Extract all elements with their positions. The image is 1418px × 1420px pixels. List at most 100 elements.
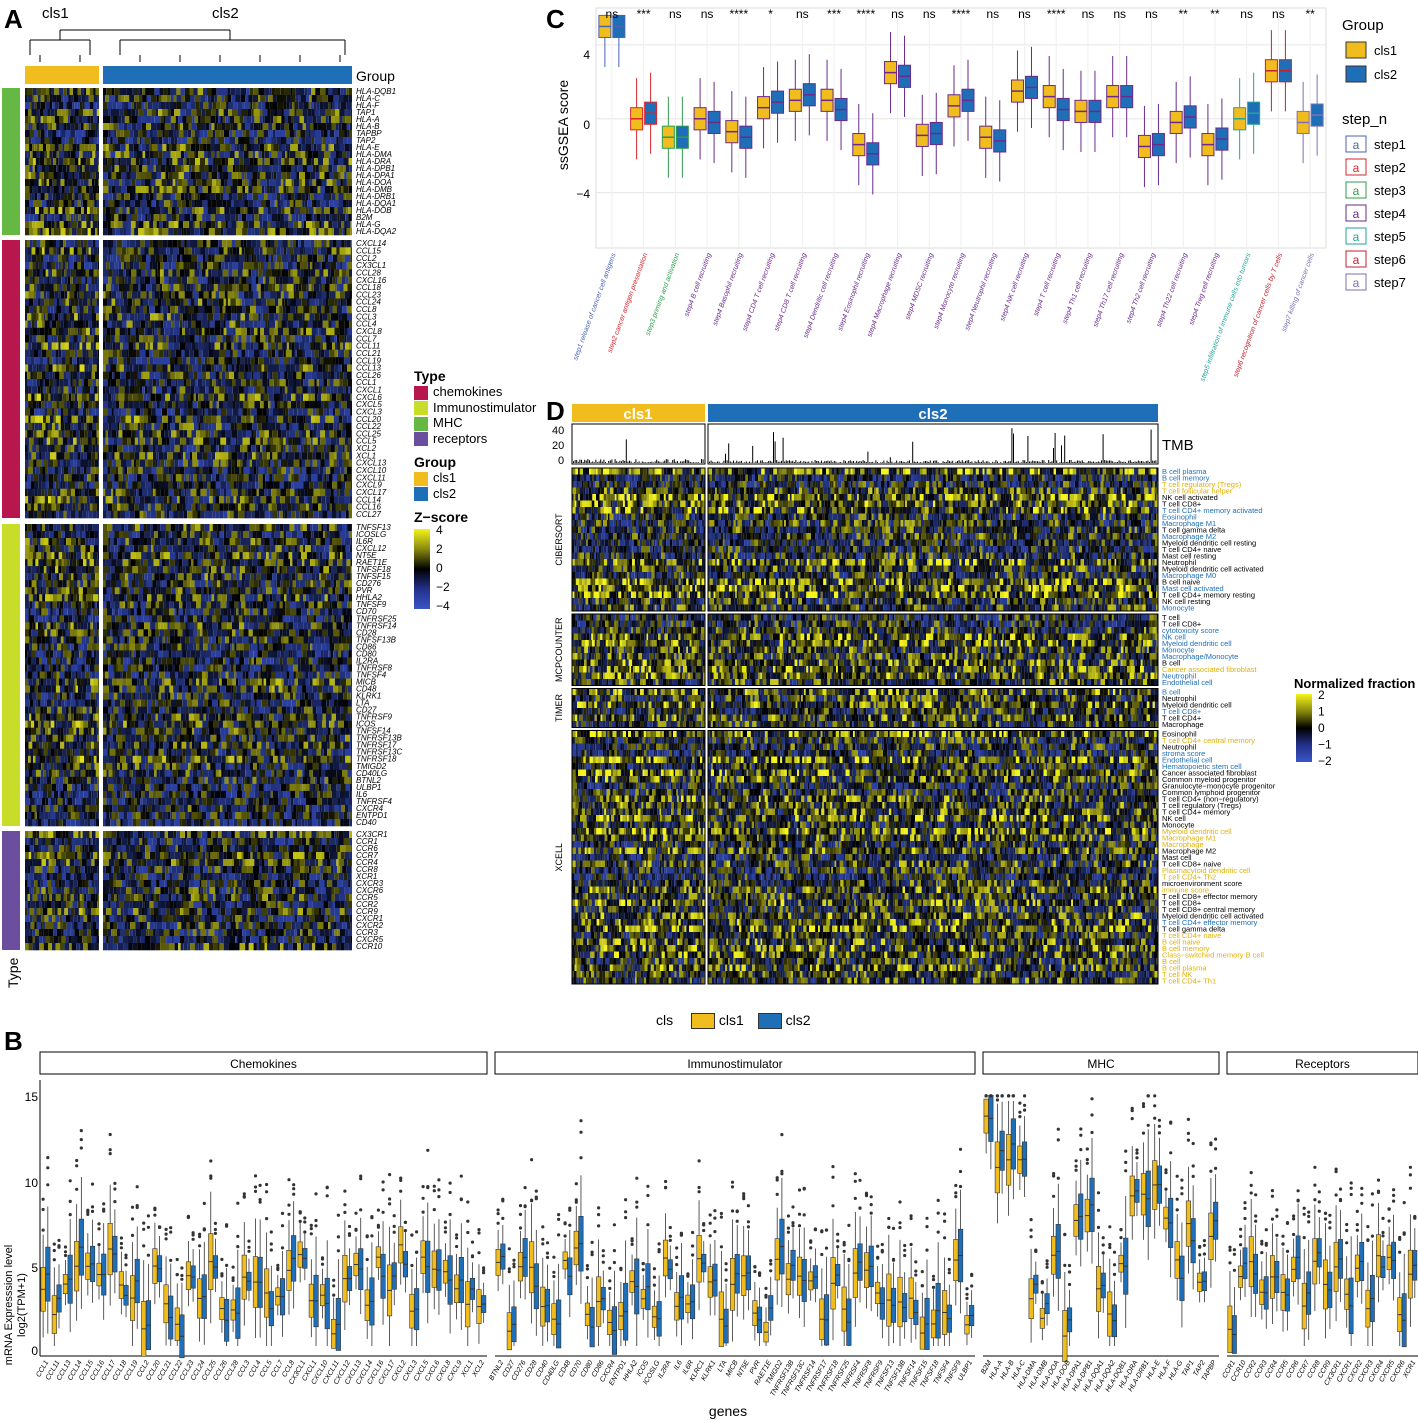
heat-cell <box>181 488 185 497</box>
heat-cell <box>93 269 97 277</box>
heat-cell <box>38 364 42 372</box>
heat-cell <box>93 137 98 145</box>
heat-cell <box>267 214 272 222</box>
heat-cell <box>186 116 193 124</box>
heat-cell <box>275 342 279 350</box>
heat-cell <box>236 228 243 236</box>
heat-cell <box>281 172 287 180</box>
heat-cell <box>315 298 319 307</box>
heat-cell <box>271 335 275 343</box>
heat-cell <box>192 364 198 372</box>
heat-cell <box>300 488 305 497</box>
heat-cell <box>210 335 217 343</box>
heat-cell <box>113 408 119 416</box>
heat-cell <box>231 313 237 321</box>
heat-cell <box>325 496 330 504</box>
heat-cell <box>260 459 264 468</box>
heat-cell <box>336 179 341 187</box>
heat-cell <box>159 357 165 365</box>
heat-cell <box>347 364 350 372</box>
heat-cell <box>47 151 50 159</box>
heat-cell <box>311 88 316 96</box>
heat-cell <box>307 320 313 329</box>
heat-cell <box>253 342 259 350</box>
heat-cell <box>141 123 147 131</box>
heat-cell <box>155 459 158 468</box>
heat-cell <box>248 269 252 277</box>
heat-cell <box>238 276 242 285</box>
heat-cell <box>78 400 82 409</box>
heat-cell <box>311 349 315 358</box>
heat-cell <box>156 283 160 292</box>
heat-cell <box>163 503 167 511</box>
heat-cell <box>174 466 180 475</box>
heat-cell <box>114 474 119 482</box>
heat-cell <box>75 496 79 504</box>
heat-cell <box>315 276 322 285</box>
heat-cell <box>128 165 132 173</box>
heat-cell <box>315 165 319 173</box>
heat-cell <box>260 444 263 453</box>
heat-cell <box>177 123 181 131</box>
heat-cell <box>74 313 78 321</box>
heat-cell <box>292 261 297 270</box>
heat-cell <box>344 349 349 358</box>
heat-cell <box>41 313 44 321</box>
heat-cell <box>234 371 239 380</box>
heat-cell <box>276 247 281 255</box>
heat-cell <box>41 481 46 489</box>
heat-cell <box>204 408 208 416</box>
heat-cell <box>330 269 335 277</box>
heat-cell <box>268 481 274 489</box>
heat-cell <box>293 179 300 187</box>
heat-cell <box>84 459 89 468</box>
heat-cell <box>312 261 315 270</box>
heat-cell <box>107 102 113 110</box>
heat-cell <box>285 364 291 372</box>
heat-cell <box>91 430 97 438</box>
heat-cell <box>182 207 187 215</box>
heat-cell <box>226 408 233 416</box>
heat-cell <box>67 503 73 511</box>
heat-cell <box>340 88 344 96</box>
heat-cell <box>194 228 200 236</box>
heat-cell <box>303 444 308 453</box>
heat-cell <box>223 400 228 409</box>
heat-cell <box>237 102 243 110</box>
heat-cell <box>276 193 281 201</box>
heat-cell <box>275 320 278 329</box>
heat-cell <box>275 88 281 96</box>
heat-cell <box>321 123 327 131</box>
heat-cell <box>88 422 93 431</box>
heat-cell <box>177 357 182 365</box>
heat-cell <box>303 269 309 277</box>
heat-cell <box>38 276 44 285</box>
heat-cell <box>159 291 164 299</box>
heat-cell <box>51 261 56 270</box>
heat-cell <box>157 130 163 138</box>
heat-cell <box>70 283 76 292</box>
heat-cell <box>271 88 276 96</box>
heat-cell <box>277 200 280 208</box>
heat-cell <box>29 444 33 453</box>
heat-cell <box>105 207 111 215</box>
heat-cell <box>221 221 226 229</box>
heat-cell <box>269 165 273 173</box>
heat-cell <box>85 130 88 138</box>
heat-cell <box>312 437 318 446</box>
heat-cell <box>198 305 205 314</box>
heat-cell <box>25 207 28 215</box>
heat-cell <box>294 109 297 117</box>
heat-cell <box>73 214 76 222</box>
heat-cell <box>236 335 239 343</box>
heat-cell <box>240 240 244 248</box>
heat-cell <box>75 151 80 159</box>
heat-cell <box>286 95 291 103</box>
heat-cell <box>29 144 33 152</box>
heat-cell <box>309 400 315 409</box>
heat-cell <box>39 408 44 416</box>
heat-cell <box>190 386 195 394</box>
heat-cell <box>281 109 284 117</box>
heat-cell <box>315 400 321 409</box>
heat-cell <box>54 291 59 299</box>
